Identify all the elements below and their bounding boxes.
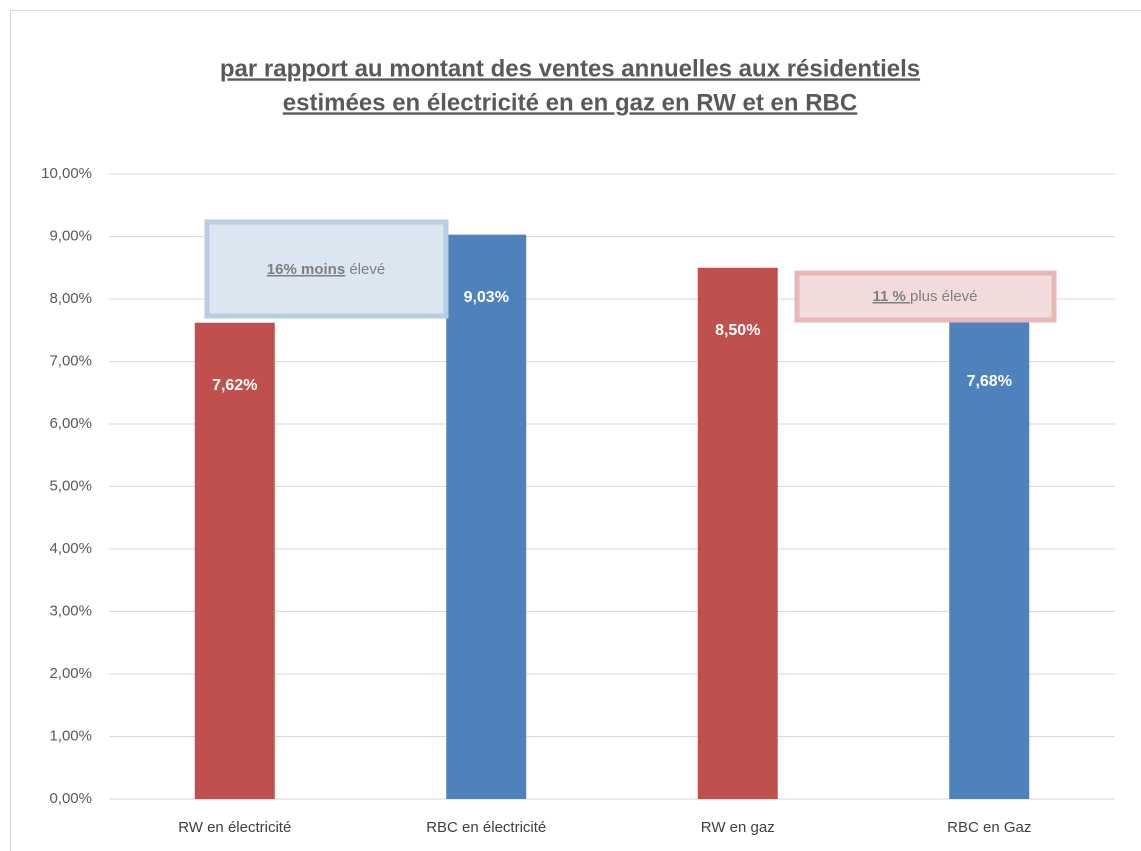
chart-title: estimées en électricité en en gaz en RW … [283,89,857,116]
annotation-box [794,270,1057,323]
data-label: 7,68% [967,373,1012,390]
y-tick-label: 8,00% [49,290,92,307]
y-tick-label: 4,00% [49,540,92,557]
annotation: 16% moins élevé [267,261,385,278]
annotation-part: plus élevé [910,288,978,305]
x-tick-label: RW en gaz [701,819,775,836]
y-tick-label: 9,00% [49,227,92,244]
y-tick-label: 5,00% [49,477,92,494]
bar [194,322,275,799]
plot-area: 0,00% 1,00% 2,00% 3,00% 4,00% 5,00% 6,00% 7,00%… [41,165,1115,836]
data-label: 7,62% [212,377,257,394]
annotation-part: élevé [345,261,385,278]
chart-title: par rapport au montant des ventes annuel… [220,55,920,82]
bar [949,319,1030,799]
x-tick-label: RBC en Gaz [947,819,1031,836]
x-tick-label: RW en électricité [178,819,291,836]
x-tick-label: RBC en électricité [426,819,546,836]
y-tick-label: 10,00% [41,165,92,182]
annotation-box [204,219,449,319]
y-tick-label: 1,00% [49,727,92,744]
y-tick-label: 3,00% [49,602,92,619]
bar [446,234,527,799]
annotation-part: 16% moins [267,261,345,278]
bar [697,267,778,799]
data-label: 8,50% [715,322,760,339]
annotation-part: 11 % [872,288,910,305]
y-tick-label: 7,00% [49,352,92,369]
annotation: 11 % plus élevé [872,288,977,305]
y-tick-label: 2,00% [49,665,92,682]
y-tick-label: 6,00% [49,415,92,432]
data-label: 9,03% [464,289,509,306]
y-tick-label: 0,00% [49,790,92,807]
